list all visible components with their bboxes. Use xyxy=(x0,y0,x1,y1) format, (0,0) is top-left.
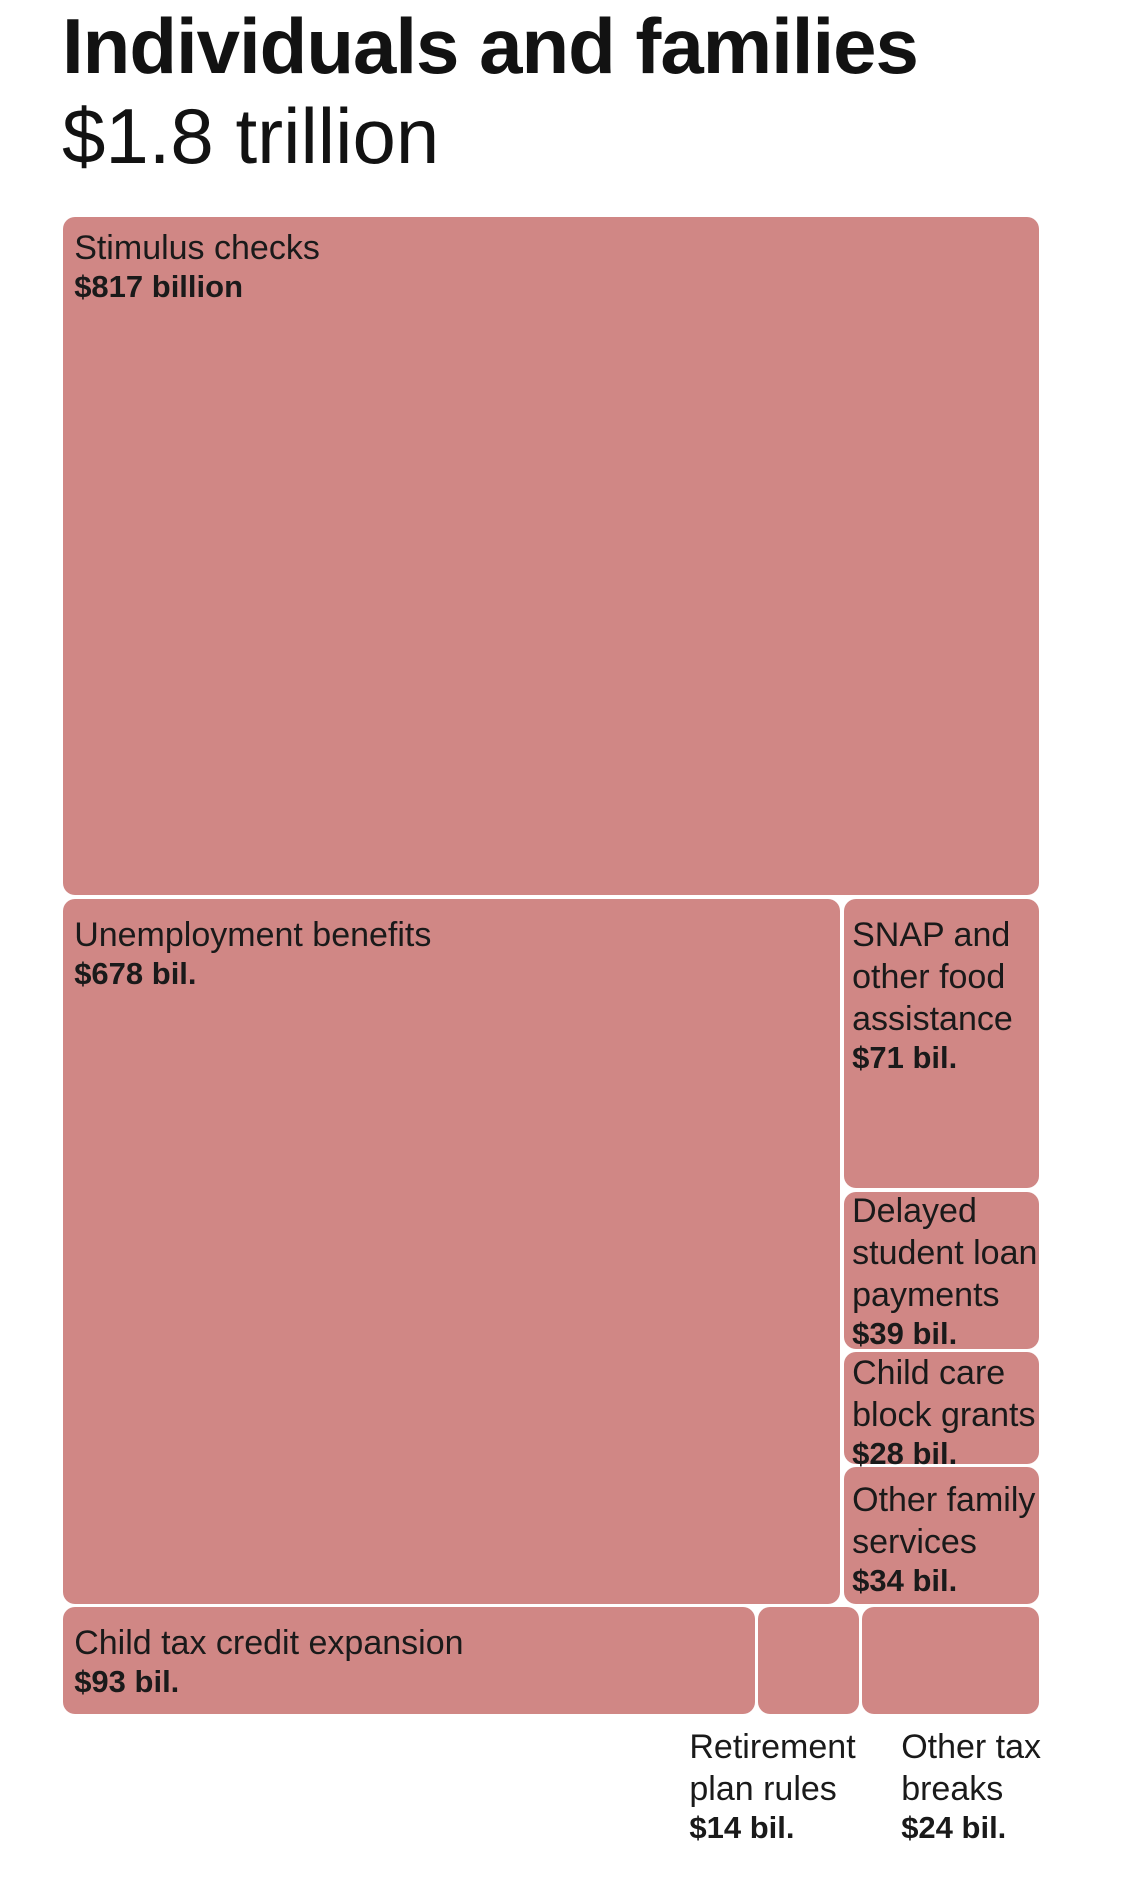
total-amount: $1.8 trillion xyxy=(62,92,440,180)
tile-value: $39 bil. xyxy=(852,1315,958,1351)
tile-name: Other tax breaks xyxy=(901,1727,1042,1808)
tile-name: Child care block grants xyxy=(852,1354,1036,1435)
tile-name: Unemployment benefits xyxy=(74,916,432,955)
treemap-tile-snap xyxy=(843,898,1039,1189)
treemap-tile-family-services xyxy=(843,1467,1039,1604)
tile-value: $34 bil. xyxy=(852,1563,958,1599)
tile-label-child-tax-credit: Child tax credit expansion $93 bil. xyxy=(74,1622,744,1700)
tile-label-stimulus: Stimulus checks $817 billion xyxy=(74,227,792,305)
tile-label-unemployment: Unemployment benefits $678 bil. xyxy=(74,914,792,992)
tile-label-snap: SNAP and other food assistance $71 bil. xyxy=(852,914,1043,1076)
tile-value: $817 billion xyxy=(74,269,244,305)
tile-label-retirement: Retirement plan rules $14 bil. xyxy=(689,1726,892,1846)
treemap-tile-retirement xyxy=(757,1607,860,1714)
treemap-tile-child-care xyxy=(843,1352,1039,1464)
treemap-tile-unemployment xyxy=(63,898,841,1604)
tile-name: Delayed student loan payments xyxy=(852,1191,1038,1314)
tile-label-child-care: Child care block grants $28 bil. xyxy=(852,1352,1043,1472)
treemap-tile-student-loans xyxy=(843,1192,1039,1349)
tile-value: $28 bil. xyxy=(852,1436,958,1472)
treemap-tile-child-tax-credit xyxy=(63,1607,756,1714)
tile-name: Child tax credit expansion xyxy=(74,1623,464,1662)
tile-value: $71 bil. xyxy=(852,1040,958,1076)
chart-title: Individuals and families xyxy=(62,2,919,90)
tile-value: $14 bil. xyxy=(689,1809,795,1845)
tile-name: Stimulus checks xyxy=(74,229,320,268)
treemap-tile-stimulus xyxy=(63,216,1039,896)
tile-name: Other family services xyxy=(852,1481,1036,1562)
tile-name: SNAP and other food assistance xyxy=(852,916,1013,1039)
tile-value: $24 bil. xyxy=(901,1809,1007,1845)
tile-label-student-loans: Delayed student loan payments $39 bil. xyxy=(852,1190,1043,1352)
tile-label-family-services: Other family services $34 bil. xyxy=(852,1479,1043,1599)
tile-value: $93 bil. xyxy=(74,1663,180,1699)
tile-value: $678 bil. xyxy=(74,956,197,992)
tile-name: Retirement plan rules xyxy=(689,1727,856,1808)
tile-label-other-tax: Other tax breaks $24 bil. xyxy=(901,1726,1081,1846)
treemap-tile-other-tax xyxy=(861,1607,1039,1714)
